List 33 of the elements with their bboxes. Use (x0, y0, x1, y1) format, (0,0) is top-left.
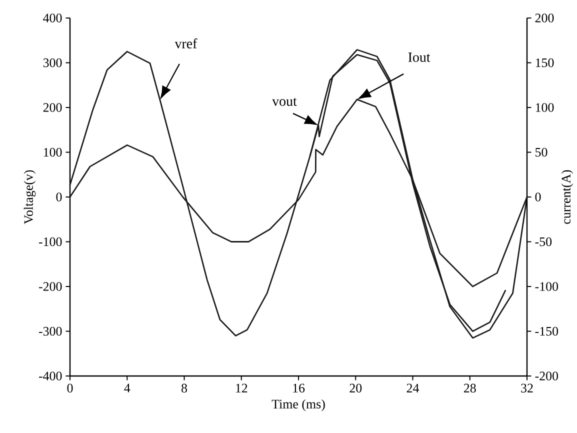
y2-tick-label: -150 (535, 326, 558, 336)
y-tick-label: -200 (38, 282, 62, 291)
text: Iout (408, 52, 430, 62)
y-tick-label: 400 (43, 14, 62, 22)
y-tick-label: -100 (38, 237, 62, 246)
x-tick-label: 20 (350, 384, 362, 393)
y2-axis-title: current(A) (561, 170, 574, 224)
x-tick-label: 32 (521, 384, 533, 392)
y-tick-label: 200 (43, 103, 62, 112)
y2-tick-label: 0 (535, 192, 541, 202)
y-tick-label: 300 (43, 58, 62, 68)
y2-tick-label: 100 (536, 103, 554, 112)
y2-tick-label: 200 (535, 14, 554, 22)
x-axis-title: Time (ms) (272, 399, 325, 412)
text: vout (272, 98, 297, 106)
y2-tick-label: 50 (536, 148, 548, 157)
y2-tick-label: -200 (535, 372, 558, 380)
y-tick-label: -400 (38, 372, 62, 380)
text: vref (174, 38, 198, 48)
x-tick-label: 24 (406, 384, 420, 392)
y-tick-label: -300 (38, 326, 62, 336)
y-axis-title: Voltage(v) (24, 170, 36, 224)
x-tick-label: 16 (293, 384, 305, 392)
y2-tick-label: -50 (535, 237, 552, 246)
y2-tick-label: -100 (535, 282, 558, 291)
x-tick-label: 8 (182, 384, 187, 393)
y-tick-label: 0 (56, 192, 62, 202)
x-tick-label: 12 (236, 384, 248, 392)
y2-tick-label: 150 (536, 58, 554, 68)
x-tick-label: 4 (124, 384, 130, 392)
y-tick-label: 100 (44, 148, 62, 157)
x-tick-label: 0 (67, 384, 73, 393)
x-tick-label: 28 (464, 384, 476, 393)
